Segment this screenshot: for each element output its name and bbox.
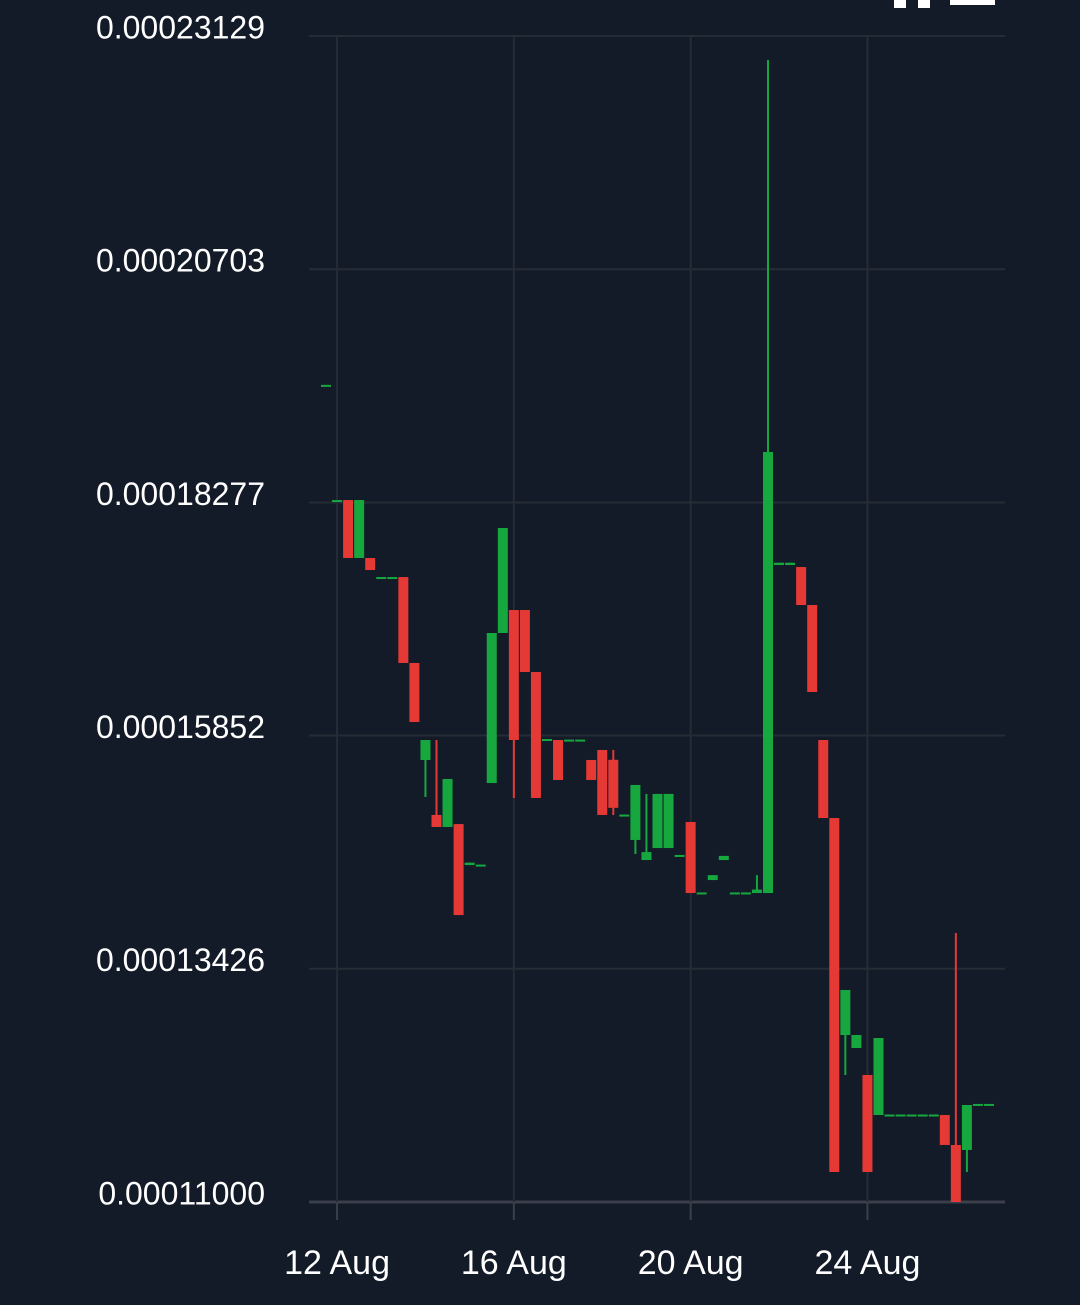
candle-body [939, 1114, 950, 1145]
toolbar-icon[interactable] [918, 0, 930, 8]
candle-body [674, 854, 685, 857]
candle-body [950, 1144, 961, 1202]
candle-body [332, 500, 343, 503]
candle-body [751, 889, 762, 894]
candle-body [431, 814, 442, 827]
y-tick-label: 0.00020703 [96, 243, 265, 279]
candle-body [796, 567, 807, 606]
candle-body [376, 577, 387, 580]
candle-body [906, 1114, 917, 1117]
toolbar-icon[interactable] [950, 0, 995, 5]
candle-body [917, 1114, 928, 1117]
candle-body [840, 990, 851, 1036]
candle-body [354, 500, 365, 559]
candle-body [652, 793, 663, 849]
candle-body [564, 739, 575, 742]
candle-body [862, 1075, 873, 1173]
candle-body [774, 562, 785, 566]
candle-body [630, 784, 641, 840]
y-tick-label: 0.00011000 [98, 1175, 265, 1211]
y-tick-label: 0.00015852 [96, 709, 265, 745]
candle-body [475, 864, 486, 867]
candle-body [641, 852, 652, 861]
candles [321, 60, 994, 1202]
candle-body [707, 875, 718, 881]
x-tick-label: 20 Aug [638, 1244, 744, 1282]
candle-body [740, 892, 751, 895]
candle-body [519, 610, 530, 673]
candle-body [442, 779, 453, 827]
candle-body [851, 1035, 862, 1048]
candle-body [763, 451, 773, 894]
candle-body [586, 759, 597, 780]
x-tick-label: 24 Aug [815, 1244, 921, 1282]
candle-body [984, 1103, 994, 1106]
candle-body [542, 739, 552, 742]
candle-body [961, 1105, 972, 1150]
candle-body [895, 1114, 906, 1117]
candle-body [420, 739, 431, 760]
candle-body [365, 558, 376, 571]
candle-body [718, 855, 729, 861]
candle-body [663, 793, 674, 849]
candle-body [619, 814, 630, 817]
y-tick-label: 0.00018277 [96, 476, 265, 512]
candle-body [575, 739, 586, 742]
candle-body [508, 610, 519, 740]
candle-body [818, 739, 829, 819]
candle-body [685, 821, 696, 894]
candle-body [608, 759, 619, 808]
candle-body [343, 500, 354, 559]
candle-body [807, 605, 818, 693]
x-tick-label: 16 Aug [461, 1244, 567, 1282]
candle-body [387, 577, 398, 580]
candle-body [884, 1114, 895, 1117]
candle-body [398, 577, 409, 663]
candle-body [729, 892, 740, 895]
y-tick-label: 0.00013426 [96, 942, 265, 978]
candle-body [696, 892, 707, 895]
candle-body [829, 818, 840, 1173]
candle-body [486, 632, 497, 784]
candle-body [597, 749, 608, 815]
candle-body [530, 672, 541, 798]
x-tick-label: 12 Aug [284, 1244, 390, 1282]
candle-body [873, 1037, 884, 1115]
candle-body [464, 862, 475, 866]
candle-body [553, 739, 564, 780]
axis-labels: 0.00011000 0.00013426 0.00015852 0.00018277… [96, 9, 920, 1282]
toolbar-icon[interactable] [894, 0, 906, 8]
candle-body [321, 384, 331, 387]
candle-body [928, 1114, 939, 1117]
candle-body [453, 824, 464, 916]
y-tick-label: 0.00023129 [96, 9, 265, 45]
candle-body [497, 528, 508, 633]
candle-body [972, 1103, 983, 1106]
candle-body [409, 662, 420, 723]
candle-body [785, 562, 796, 566]
